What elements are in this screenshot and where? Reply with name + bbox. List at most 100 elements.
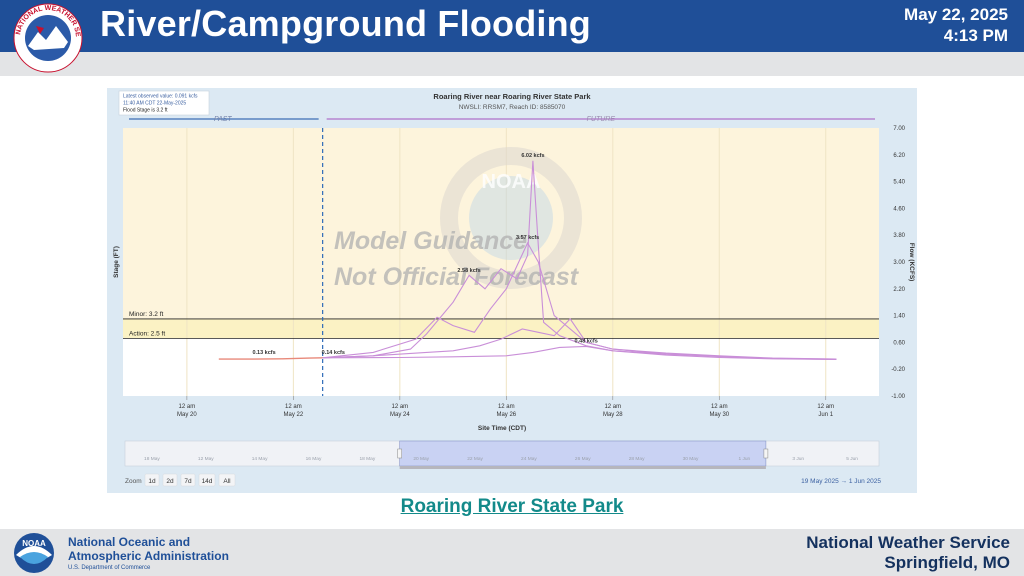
navigator-label: 24 May bbox=[521, 456, 537, 462]
gauge-link[interactable]: Roaring River State Park bbox=[400, 496, 624, 517]
data-point-label: 0.14 kcfs bbox=[322, 350, 345, 356]
noaa-dept: U.S. Department of Commerce bbox=[68, 565, 151, 571]
x-tick-label: 12 am bbox=[817, 404, 834, 410]
navigator-label: 5 Jun bbox=[846, 456, 858, 462]
navigator-scrollbar bbox=[399, 466, 766, 469]
navigator-label: 18 May bbox=[359, 456, 375, 462]
x-tick-label: May 24 bbox=[390, 412, 410, 418]
normal-band bbox=[123, 338, 879, 396]
page-title: River/Campground Flooding bbox=[100, 3, 591, 44]
hydrograph-frame: NOAA Minor: 3.2 ft Action: 2.5 ft PAST FUTUR… bbox=[107, 88, 917, 493]
threshold-label: Action: 2.5 ft bbox=[129, 330, 165, 337]
info-box-line: 11:40 AM CDT 22-May-2025 bbox=[123, 101, 186, 107]
data-point-label: 0.13 kcfs bbox=[252, 350, 275, 356]
time-text: 4:13 PM bbox=[943, 26, 1008, 45]
x-tick-label: Jun 1 bbox=[818, 412, 833, 418]
y-tick-label: 3.80 bbox=[893, 233, 905, 239]
forecast-series-line bbox=[322, 318, 837, 361]
chart-subtitle: NWSLI: RRSM7, Reach ID: 8585070 bbox=[459, 104, 566, 111]
x-tick-label: 12 am bbox=[604, 404, 621, 410]
y-tick-label: 4.60 bbox=[893, 206, 905, 212]
x-tick-label: May 26 bbox=[496, 412, 516, 418]
nws-office: Springfield, MO bbox=[884, 553, 1010, 572]
range-text: 19 May 2025 → 1 Jun 2025 bbox=[801, 478, 881, 485]
forecast-series-line bbox=[322, 345, 837, 361]
zoom-button[interactable] bbox=[162, 473, 178, 487]
x-tick-label: May 28 bbox=[603, 412, 623, 418]
forecast-series-line bbox=[322, 241, 837, 360]
watermark-line1: Model Guidance bbox=[334, 227, 527, 255]
y-tick-label: 1.40 bbox=[893, 314, 905, 320]
navigator-label: 18 May bbox=[144, 456, 160, 462]
y-tick-label: 2.20 bbox=[893, 287, 905, 293]
y-axis-label-right: Flow (KCFS) bbox=[908, 243, 915, 282]
watermark-line2: Not Official Forecast bbox=[334, 263, 580, 291]
navigator-handle-left bbox=[397, 448, 402, 459]
future-label: FUTURE bbox=[587, 116, 616, 123]
x-axis-label: Site Time (CDT) bbox=[478, 425, 526, 432]
x-tick-label: 12 am bbox=[285, 404, 302, 410]
y-tick-label: 6.20 bbox=[893, 153, 905, 159]
x-tick-label: 12 am bbox=[392, 404, 409, 410]
data-point-label: 6.02 kcfs bbox=[521, 153, 544, 159]
navigator-label: 30 May bbox=[683, 456, 699, 462]
noaa-watermark-disc bbox=[469, 176, 553, 260]
threshold-label: Minor: 3.2 ft bbox=[129, 311, 164, 318]
data-point-label: 2.58 kcfs bbox=[457, 268, 480, 274]
x-tick-label: 12 am bbox=[498, 404, 515, 410]
zoom-button-label[interactable]: All bbox=[223, 478, 231, 485]
hydrograph-chart: NOAA Minor: 3.2 ft Action: 2.5 ft PAST FUTUR… bbox=[113, 90, 915, 487]
zoom-button-label[interactable]: 14d bbox=[202, 478, 213, 485]
navigator-label: 26 May bbox=[575, 456, 591, 462]
zoom-button[interactable] bbox=[180, 473, 196, 487]
x-tick-label: May 22 bbox=[284, 412, 304, 418]
observed-series-line bbox=[218, 357, 323, 360]
y-tick-label: 5.40 bbox=[893, 180, 905, 186]
navigator-label: 28 May bbox=[629, 456, 645, 462]
data-point-label: 3.57 kcfs bbox=[516, 235, 539, 241]
nws-logo: NATIONAL WEATHER SERVICE bbox=[6, 2, 83, 73]
info-box bbox=[118, 90, 210, 116]
zoom-button-label[interactable]: 7d bbox=[184, 478, 192, 485]
noaa-name-line2: Atmospheric Administration bbox=[68, 549, 229, 563]
navigator-selection bbox=[399, 440, 767, 467]
header-underband bbox=[0, 52, 1024, 76]
noaa-watermark-ring bbox=[440, 147, 582, 289]
x-tick-label: 12 am bbox=[179, 404, 196, 410]
zoom-button[interactable] bbox=[144, 473, 160, 487]
zoom-button-label[interactable]: 2d bbox=[166, 478, 174, 485]
footer-bar bbox=[0, 529, 1024, 576]
noaa-watermark-text: NOAA bbox=[482, 171, 541, 193]
noaa-logo: NOAA bbox=[14, 533, 54, 573]
x-tick-label: 12 am bbox=[711, 404, 728, 410]
y-tick-label: -0.20 bbox=[891, 367, 905, 373]
navigator-handle-right bbox=[763, 448, 769, 459]
navigator-label: 16 May bbox=[306, 456, 322, 462]
zoom-button[interactable] bbox=[218, 473, 236, 487]
info-box-line: Latest observed value: 0.091 kcfs bbox=[123, 94, 198, 100]
navigator-label: 3 Jun bbox=[792, 456, 804, 462]
zoom-button-label[interactable]: 1d bbox=[148, 478, 156, 485]
noaa-logo-text: NOAA bbox=[22, 539, 46, 548]
zoom-label: Zoom bbox=[125, 478, 142, 485]
navigator-label: 14 May bbox=[252, 456, 268, 462]
header-bar bbox=[0, 0, 1024, 52]
navigator-label: 1 Jun bbox=[738, 456, 750, 462]
y-tick-label: 3.00 bbox=[893, 260, 905, 266]
date-text: May 22, 2025 bbox=[904, 5, 1008, 24]
info-box-line: Flood Stage is 3.2 ft bbox=[123, 108, 168, 114]
x-tick-label: May 30 bbox=[709, 412, 729, 418]
navigator-label: 12 May bbox=[198, 456, 214, 462]
zoom-button[interactable] bbox=[198, 473, 216, 487]
y-tick-label: -1.00 bbox=[891, 394, 905, 400]
noaa-name-line1: National Oceanic and bbox=[68, 535, 191, 549]
action-band bbox=[123, 318, 879, 339]
x-tick-label: May 20 bbox=[177, 412, 197, 418]
data-point-label: 0.48 kcfs bbox=[575, 338, 598, 344]
nws-name: National Weather Service bbox=[806, 533, 1010, 552]
navigator-label: 20 May bbox=[413, 456, 429, 462]
y-tick-label: 0.60 bbox=[893, 340, 905, 346]
chart-title: Roaring River near Roaring River State P… bbox=[433, 92, 591, 101]
y-axis-label-left: Stage (FT) bbox=[113, 246, 120, 278]
